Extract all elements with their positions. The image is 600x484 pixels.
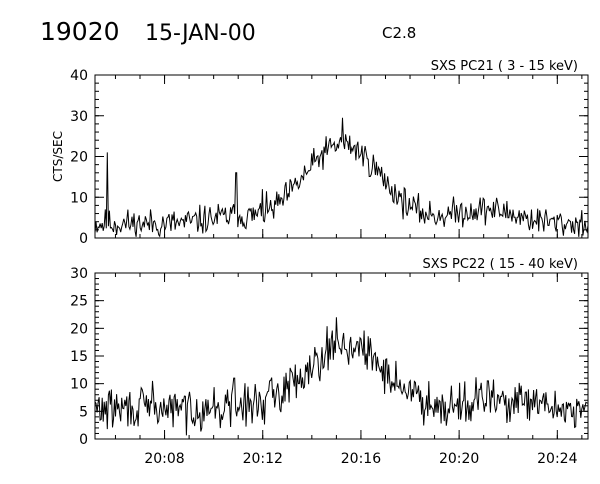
y-tick-label: 10 (70, 377, 88, 393)
x-tick-label: 20:20 (439, 451, 479, 467)
chart-panels: SXS PC21 ( 3 - 15 keV) CTS/SEC 0 10 20 30 40 SX… (51, 59, 589, 467)
plot-frame (94, 74, 589, 239)
y-tick-label: 15 (70, 349, 88, 365)
panel-title: SXS PC22 ( 15 - 40 keV) (422, 257, 578, 272)
y-tick-label: 20 (70, 150, 88, 166)
y-tick-label: 10 (70, 190, 88, 206)
y-tick-label: 25 (70, 294, 88, 310)
y-tick-label: 0 (79, 231, 88, 247)
y-tick-label: 30 (70, 109, 88, 125)
y-tick-label: 5 (79, 404, 88, 420)
x-tick-label: 20:08 (144, 451, 184, 467)
y-tick-label: 40 (70, 68, 88, 84)
panel-title: SXS PC21 ( 3 - 15 keV) (431, 59, 578, 74)
x-tick-label: 20:24 (537, 451, 577, 467)
y-tick-label: 30 (70, 266, 88, 282)
flare-class: C2.8 (382, 24, 416, 42)
y-tick-label: 0 (79, 432, 88, 448)
y-axis-label: CTS/SEC (51, 131, 65, 182)
y-tick-label: 20 (70, 321, 88, 337)
count-rate-trace (94, 317, 588, 436)
count-rate-trace (94, 117, 589, 238)
x-tick-label: 20:12 (243, 451, 283, 467)
observation-date: 15-JAN-00 (145, 21, 256, 46)
x-tick-label: 20:16 (341, 451, 381, 467)
plot-frame (94, 272, 589, 440)
event-number: 19020 (40, 17, 120, 46)
